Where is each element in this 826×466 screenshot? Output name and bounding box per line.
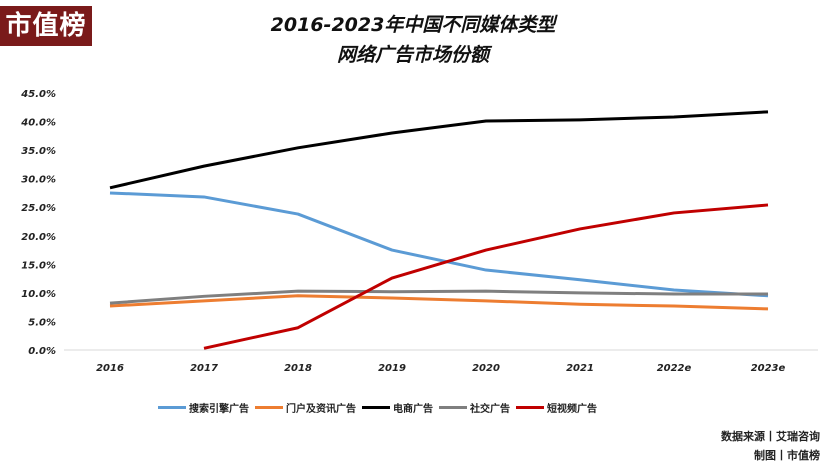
legend-label: 电商广告: [393, 404, 433, 415]
y-tick-label: 35.0%: [21, 146, 56, 157]
y-tick-label: 45.0%: [20, 89, 56, 100]
source-note: 数据来源丨艾瑞咨询: [721, 430, 820, 443]
y-tick-label: 20.0%: [21, 232, 56, 243]
series-line-4: [203, 203, 769, 350]
legend-swatch: [439, 406, 467, 409]
logo: 市值榜: [0, 6, 92, 46]
legend-swatch: [255, 406, 283, 409]
legend-item: 社交广告: [439, 400, 510, 415]
series-line-0: [109, 191, 769, 298]
x-tick-label: 2018: [284, 363, 312, 374]
x-tick-label: 2017: [190, 363, 218, 374]
legend: 搜索引擎广告 门户及资讯广告 电商广告 社交广告 短视频广告: [158, 400, 603, 415]
legend-label: 短视频广告: [547, 404, 597, 415]
chart-title-line2: 网络广告市场份额: [336, 44, 489, 66]
y-tick-label: 10.0%: [21, 289, 56, 300]
x-tick-label: 2022e: [657, 363, 692, 374]
y-tick-label: 30.0%: [21, 175, 56, 186]
y-tick-label: 40.0%: [20, 118, 56, 129]
x-tick-label: 2021: [566, 363, 594, 374]
x-tick-label: 2023e: [751, 363, 786, 374]
line-chart: 0.0% 5.0% 10.0% 15.0% 20.0% 25.0% 30.0% 35.0% 40…: [20, 89, 818, 374]
series-line-1: [109, 294, 769, 311]
legend-item: 门户及资讯广告: [255, 400, 356, 415]
y-tick-label: 5.0%: [28, 317, 56, 328]
series-line-2: [109, 110, 769, 190]
made-by-note: 制图丨市值榜: [754, 449, 820, 462]
legend-swatch: [158, 406, 186, 409]
y-tick-label: 25.0%: [21, 203, 56, 214]
x-tick-label: 2016: [96, 363, 124, 374]
legend-swatch: [516, 406, 544, 409]
y-tick-label: 0.0%: [28, 346, 56, 357]
legend-item: 短视频广告: [516, 400, 597, 415]
x-tick-label: 2020: [472, 363, 500, 374]
series-line-3: [109, 289, 768, 305]
x-tick-label: 2019: [378, 363, 406, 374]
chart-title-line1: 2016-2023年中国不同媒体类型: [270, 14, 556, 36]
legend-label: 搜索引擎广告: [189, 404, 249, 415]
legend-swatch: [362, 406, 390, 409]
y-tick-label: 15.0%: [21, 260, 56, 271]
legend-label: 门户及资讯广告: [286, 404, 356, 415]
legend-item: 搜索引擎广告: [158, 400, 249, 415]
legend-item: 电商广告: [362, 400, 433, 415]
legend-label: 社交广告: [470, 404, 510, 415]
